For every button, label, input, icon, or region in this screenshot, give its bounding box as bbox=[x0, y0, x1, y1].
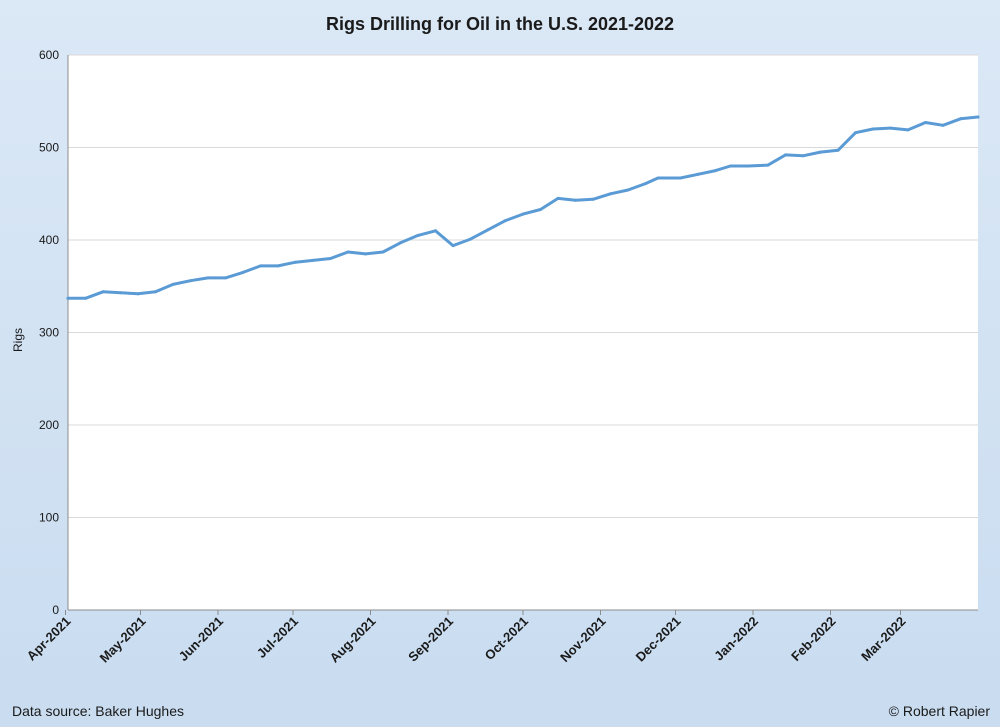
x-tick-label: Aug-2021 bbox=[327, 614, 379, 666]
data-point bbox=[539, 208, 542, 211]
x-tick-label: Oct-2021 bbox=[482, 614, 531, 663]
data-point bbox=[591, 197, 595, 201]
x-tick-label: Sep-2021 bbox=[405, 614, 456, 665]
data-point bbox=[224, 276, 227, 280]
data-point bbox=[66, 296, 70, 300]
x-tick-label: Nov-2021 bbox=[557, 614, 608, 665]
data-point bbox=[311, 258, 315, 262]
data-point bbox=[329, 257, 332, 260]
data-point bbox=[976, 115, 980, 119]
x-tick-label: Jan-2022 bbox=[711, 614, 761, 664]
data-point bbox=[836, 148, 840, 152]
data-point bbox=[346, 250, 350, 254]
x-tick-label: May-2021 bbox=[97, 614, 149, 666]
y-tick-label: 600 bbox=[39, 48, 59, 62]
data-point bbox=[399, 241, 402, 245]
data-point bbox=[784, 153, 787, 157]
data-source-note: Data source: Baker Hughes bbox=[12, 703, 184, 719]
data-point bbox=[119, 291, 122, 295]
data-point bbox=[101, 290, 105, 294]
copyright-credit: © Robert Rapier bbox=[888, 703, 990, 719]
x-tick-label: Apr-2021 bbox=[24, 614, 74, 664]
data-point bbox=[766, 163, 770, 167]
data-point bbox=[626, 188, 630, 192]
data-point bbox=[381, 250, 385, 254]
chart-title: Rigs Drilling for Oil in the U.S. 2021-2… bbox=[325, 14, 675, 34]
data-point bbox=[451, 244, 455, 248]
data-point bbox=[416, 233, 420, 237]
data-point bbox=[644, 182, 647, 186]
data-point bbox=[889, 126, 892, 130]
data-point bbox=[154, 290, 157, 294]
data-point bbox=[556, 196, 560, 200]
data-point bbox=[679, 176, 682, 180]
data-point bbox=[871, 127, 875, 131]
data-point bbox=[469, 237, 472, 241]
x-tick-label: Jul-2021 bbox=[254, 614, 301, 661]
y-tick-label: 0 bbox=[52, 603, 59, 617]
x-tick-label: Feb-2022 bbox=[788, 614, 838, 664]
data-point bbox=[819, 150, 822, 154]
data-point bbox=[84, 296, 87, 300]
data-point bbox=[521, 212, 525, 216]
data-point bbox=[294, 260, 297, 264]
y-axis-label: Rigs bbox=[11, 328, 25, 353]
data-point bbox=[696, 172, 700, 176]
data-point bbox=[746, 164, 750, 168]
data-point bbox=[136, 292, 140, 296]
y-tick-label: 300 bbox=[39, 326, 59, 340]
data-point bbox=[259, 264, 262, 268]
data-point bbox=[574, 198, 577, 202]
data-point bbox=[504, 219, 507, 223]
x-tick-label: Jun-2021 bbox=[176, 614, 226, 664]
data-point bbox=[714, 169, 717, 173]
data-point bbox=[276, 264, 280, 268]
y-tick-label: 200 bbox=[39, 418, 59, 432]
data-point bbox=[941, 123, 945, 127]
data-point bbox=[906, 128, 910, 132]
data-point bbox=[434, 229, 437, 233]
data-point bbox=[206, 276, 210, 280]
y-tick-label: 400 bbox=[39, 233, 59, 247]
data-point bbox=[854, 131, 857, 135]
data-point bbox=[729, 164, 732, 168]
data-point bbox=[924, 121, 927, 124]
data-point bbox=[656, 176, 660, 180]
data-point bbox=[959, 117, 962, 121]
data-point bbox=[609, 192, 612, 196]
y-tick-label: 100 bbox=[39, 511, 59, 525]
data-point bbox=[486, 228, 490, 232]
data-point bbox=[241, 270, 245, 274]
data-point bbox=[189, 279, 192, 283]
data-point bbox=[364, 252, 367, 256]
data-point bbox=[171, 282, 175, 286]
data-point bbox=[801, 154, 805, 158]
x-tick-label: Dec-2021 bbox=[633, 614, 684, 665]
y-tick-label: 500 bbox=[39, 141, 59, 155]
x-tick-label: Mar-2022 bbox=[858, 614, 908, 664]
